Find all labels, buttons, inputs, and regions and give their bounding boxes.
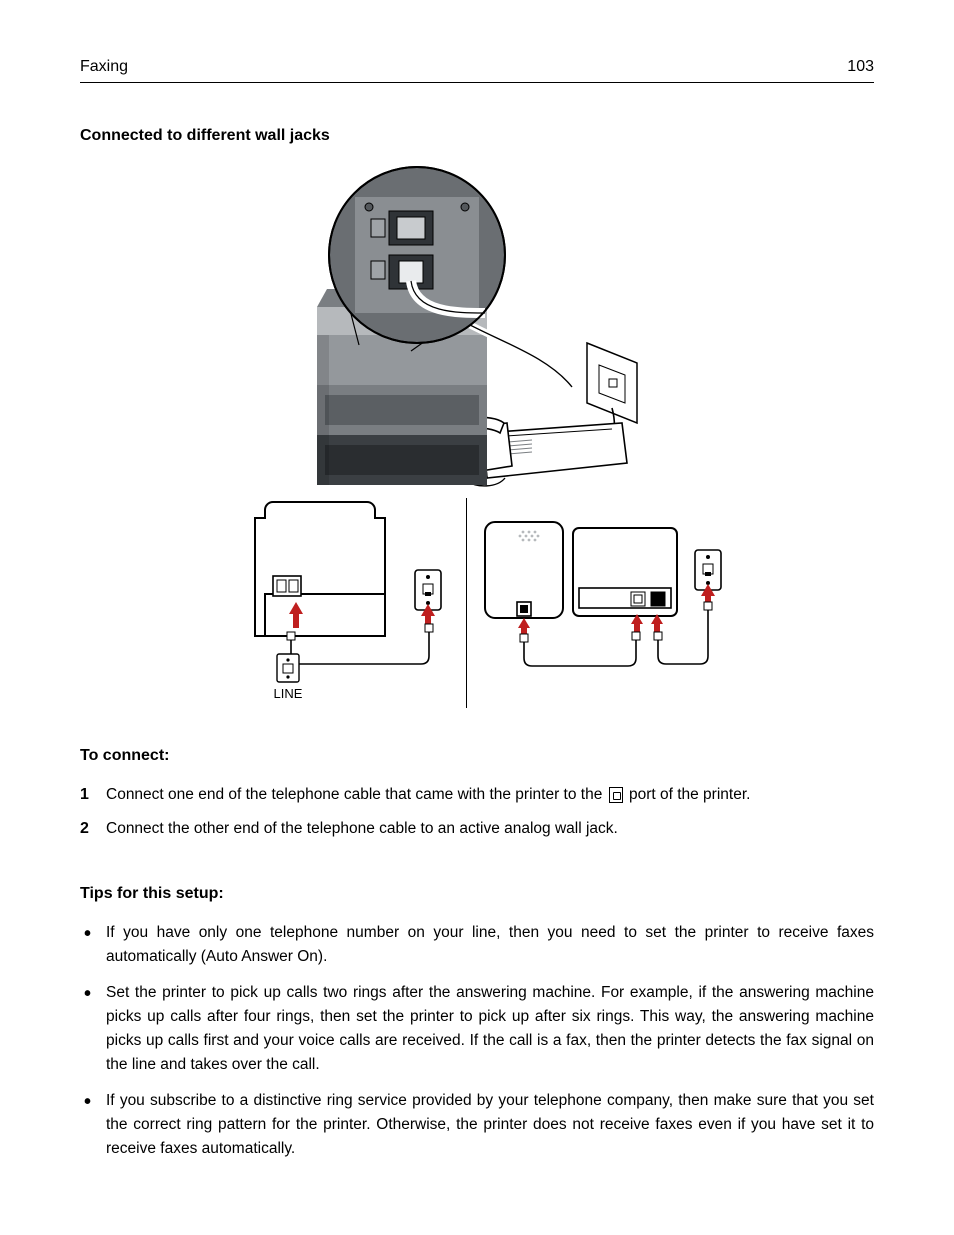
step-1-text-a: Connect one end of the telephone cable t… [106, 786, 607, 803]
diagram-divider [466, 498, 467, 708]
tips-list: If you have only one telephone number on… [80, 921, 874, 1161]
step-1: Connect one end of the telephone cable t… [106, 783, 874, 807]
diagram-top [247, 163, 707, 493]
running-header: Faxing 103 [80, 58, 874, 76]
line-port-label: LINE [274, 686, 303, 701]
section-title: Faxing [80, 58, 128, 76]
tip-3: If you subscribe to a distinctive ring s… [106, 1089, 874, 1161]
step-2: Connect the other end of the telephone c… [106, 817, 874, 841]
to-connect-heading: To connect: [80, 747, 874, 765]
subheading-wall-jacks: Connected to different wall jacks [80, 127, 874, 145]
tips-heading: Tips for this setup: [80, 885, 874, 903]
connection-diagram: LINE [80, 163, 874, 713]
diagram-bottom-left: LINE [247, 498, 452, 708]
to-connect-steps: Connect one end of the telephone cable t… [80, 783, 874, 841]
header-rule [80, 82, 874, 83]
line-port-icon [609, 787, 623, 803]
page-number: 103 [847, 58, 874, 76]
tip-2: Set the printer to pick up calls two rin… [106, 981, 874, 1077]
step-1-text-b: port of the printer. [625, 786, 751, 803]
diagram-bottom-right [481, 498, 727, 708]
tip-1: If you have only one telephone number on… [106, 921, 874, 969]
